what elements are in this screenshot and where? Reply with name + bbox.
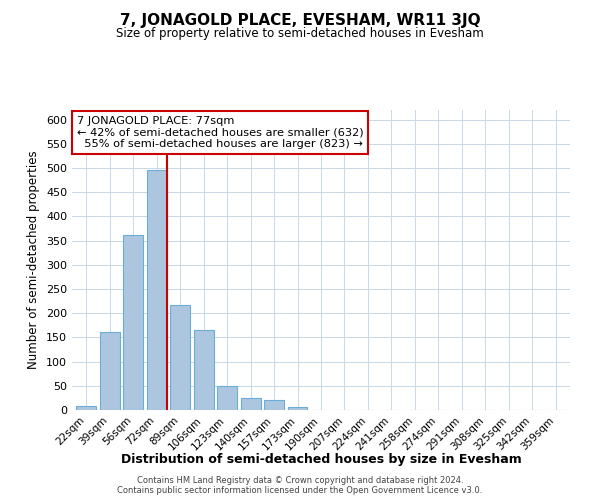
Text: 7, JONAGOLD PLACE, EVESHAM, WR11 3JQ: 7, JONAGOLD PLACE, EVESHAM, WR11 3JQ [119,12,481,28]
Bar [123,235,143,410]
Bar [217,386,237,410]
Bar [76,406,96,410]
Bar [100,332,119,410]
Y-axis label: Number of semi-detached properties: Number of semi-detached properties [28,150,40,370]
Text: Size of property relative to semi-detached houses in Evesham: Size of property relative to semi-detach… [116,28,484,40]
Bar [194,330,214,410]
Bar [287,406,307,410]
Bar [241,398,260,410]
Text: 7 JONAGOLD PLACE: 77sqm
← 42% of semi-detached houses are smaller (632)
  55% of: 7 JONAGOLD PLACE: 77sqm ← 42% of semi-de… [77,116,364,149]
Text: Contains HM Land Registry data © Crown copyright and database right 2024.
Contai: Contains HM Land Registry data © Crown c… [118,476,482,495]
Bar [170,304,190,410]
Bar [264,400,284,410]
Bar [146,170,167,410]
Text: Distribution of semi-detached houses by size in Evesham: Distribution of semi-detached houses by … [121,452,521,466]
